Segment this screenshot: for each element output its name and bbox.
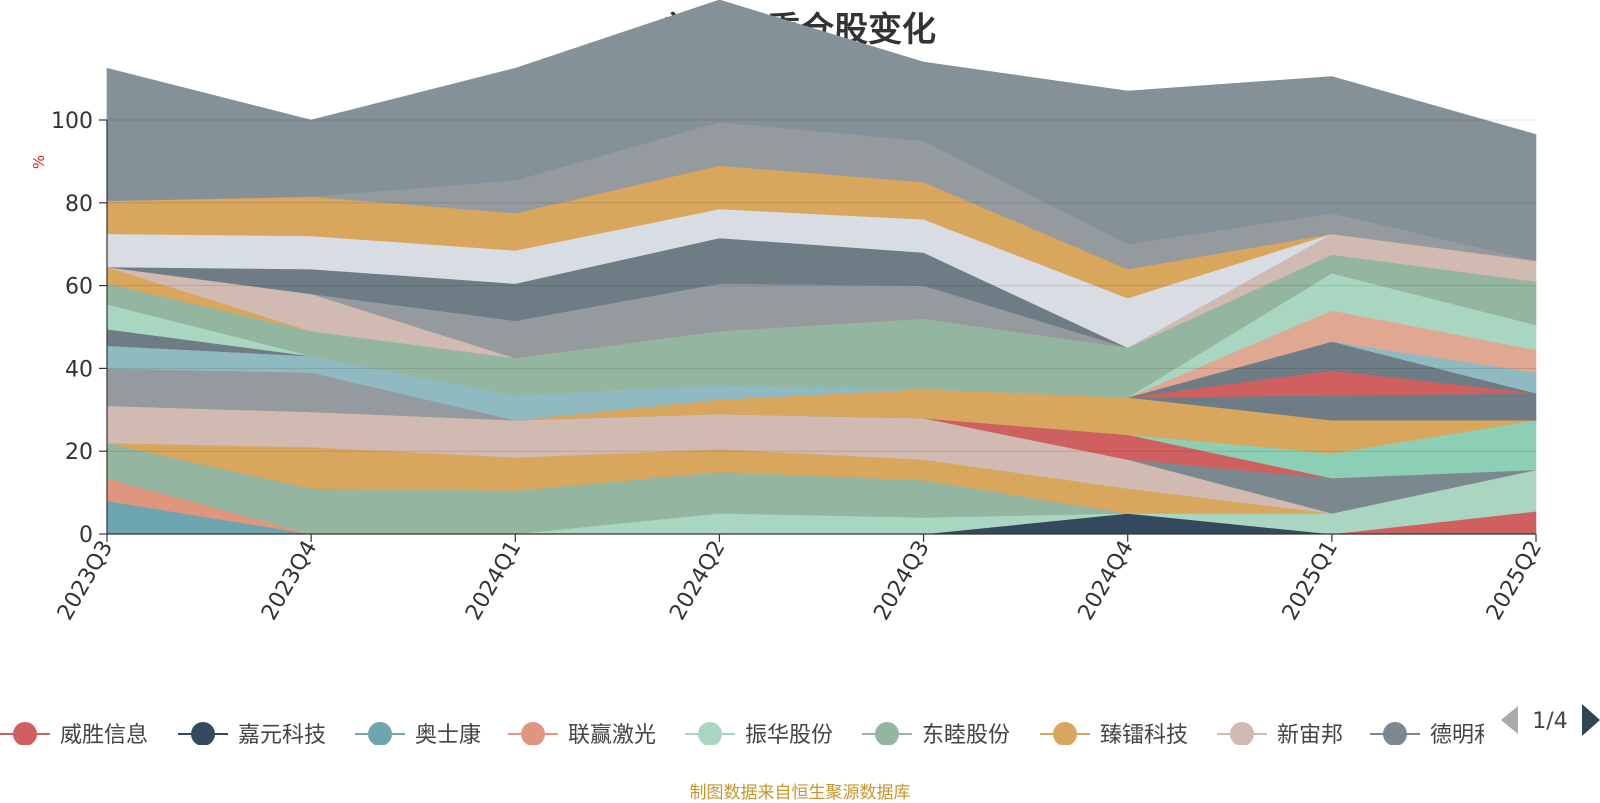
legend-label: 嘉元科技: [238, 723, 326, 748]
legend-item-6[interactable]: 臻镭科技: [1040, 722, 1188, 748]
legend-label: 德明利: [1430, 723, 1496, 748]
legend: 威胜信息 嘉元科技 奥士康 联赢激光 振华股份 东睦股份 臻镭科技 新宙邦 德明利: [0, 722, 1496, 748]
legend-item-0[interactable]: 威胜信息: [0, 722, 148, 748]
y-tick-label-4: 80: [65, 192, 93, 217]
legend-item-4[interactable]: 振华股份: [685, 722, 833, 748]
x-tick-label-5: 2024Q4: [1074, 537, 1139, 625]
legend-marker: [875, 722, 899, 745]
legend-items: 威胜信息 嘉元科技 奥士康 联赢激光 振华股份 东睦股份 臻镭科技 新宙邦 德明利: [0, 722, 1496, 748]
legend-label: 振华股份: [745, 723, 833, 748]
y-tick-label-2: 40: [65, 357, 93, 382]
legend-item-2[interactable]: 奥士康: [355, 722, 481, 748]
legend-label: 联赢激光: [568, 723, 656, 748]
legend-marker: [1230, 722, 1254, 745]
legend-next-arrow-icon[interactable]: [1582, 704, 1600, 736]
x-tick-label-1: 2023Q4: [257, 537, 322, 625]
legend-label: 威胜信息: [60, 723, 148, 748]
y-axis-label: %: [30, 155, 48, 169]
legend-item-5[interactable]: 东睦股份: [862, 722, 1010, 748]
x-tick-label-0: 2023Q3: [53, 537, 118, 625]
x-tick-label-3: 2024Q2: [665, 537, 730, 625]
area-layer: [106, 0, 1537, 535]
x-tick-label-4: 2024Q3: [869, 537, 934, 625]
y-tick-label-5: 100: [51, 109, 93, 134]
x-tick-label-6: 2025Q1: [1278, 537, 1343, 625]
legend-item-1[interactable]: 嘉元科技: [178, 722, 326, 748]
legend-label: 新宙邦: [1277, 723, 1343, 748]
legend-page-indicator: 1/4: [1532, 709, 1567, 734]
legend-label: 东睦股份: [922, 723, 1010, 748]
legend-marker: [191, 722, 215, 745]
legend-item-7[interactable]: 新宙邦: [1217, 722, 1343, 748]
legend-marker: [521, 722, 545, 745]
legend-marker: [1053, 722, 1077, 745]
y-tick-label-0: 0: [79, 523, 93, 548]
legend-item-3[interactable]: 联赢激光: [508, 722, 656, 748]
x-tick-label-2: 2024Q1: [461, 537, 526, 625]
legend-label: 奥士康: [415, 723, 481, 748]
legend-marker: [368, 722, 392, 745]
x-tick-label-7: 2025Q2: [1482, 537, 1547, 625]
legend-prev-arrow-icon[interactable]: [1501, 706, 1518, 734]
legend-marker: [698, 722, 722, 745]
y-tick-label-1: 20: [65, 440, 93, 465]
area-series-28[interactable]: [106, 0, 1537, 262]
y-tick-label-3: 60: [65, 275, 93, 300]
legend-pager: 1/4: [1501, 704, 1600, 736]
legend-label: 臻镭科技: [1100, 723, 1188, 748]
grid-layer: [107, 119, 1536, 452]
source-note: 制图数据来自恒生聚源数据库: [689, 783, 911, 803]
legend-item-8[interactable]: 德明利: [1370, 722, 1496, 748]
legend-marker: [13, 722, 37, 745]
legend-marker: [1383, 722, 1407, 745]
